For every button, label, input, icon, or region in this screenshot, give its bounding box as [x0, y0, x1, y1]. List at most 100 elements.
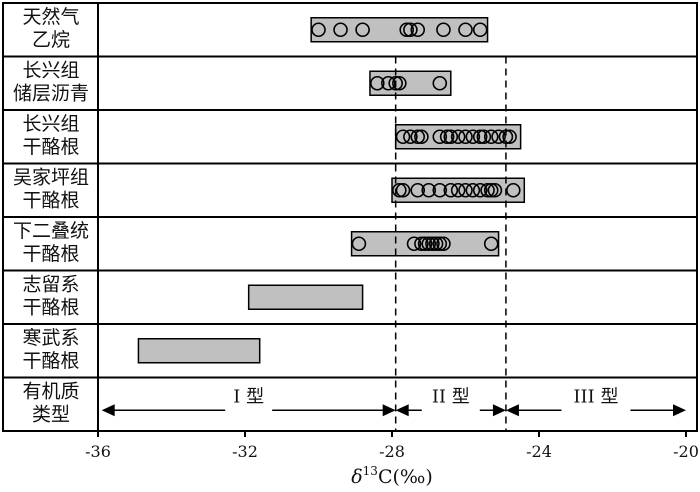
row-label-line: 干酪根 [22, 296, 79, 318]
data-point [355, 22, 370, 38]
data-point [502, 129, 517, 145]
row-label-line: 储层沥青 [13, 82, 89, 104]
data-point [436, 22, 451, 38]
data-point [487, 182, 503, 198]
data-point [414, 236, 429, 252]
data-point [395, 182, 411, 198]
data-point [483, 182, 499, 198]
data-point [410, 22, 426, 38]
range-bar [137, 338, 261, 364]
type-label-bg [225, 398, 273, 419]
x-axis-label-sup: 13 [363, 464, 378, 478]
x-axis-label-unit: C(‰) [378, 466, 433, 488]
data-point [432, 236, 448, 252]
type-row-label-line: 有机质 [22, 380, 79, 402]
row-label-line: 干酪根 [22, 189, 79, 211]
row-label-line: 志留系 [22, 273, 79, 295]
row-label-line: 干酪根 [22, 136, 79, 158]
data-point [395, 129, 411, 145]
row-label: 天然气乙烷 [22, 6, 79, 51]
data-point [472, 182, 488, 198]
data-point [491, 129, 506, 145]
type-label-bg [421, 398, 480, 419]
x-tick-label: -24 [526, 442, 552, 461]
arrowhead-right [382, 404, 396, 417]
type-label: II 型 [432, 386, 470, 407]
data-point [425, 236, 440, 252]
type-row-label: 有机质类型 [22, 380, 79, 425]
data-point [476, 129, 492, 145]
data-point [351, 236, 367, 252]
row-label-line: 乙烷 [32, 29, 70, 51]
data-point [410, 129, 426, 145]
data-point [432, 75, 448, 91]
data-point [388, 75, 403, 91]
x-axis-label: δ13C(‰) [351, 464, 433, 488]
row-label: 寒武系干酪根 [22, 327, 79, 372]
data-point [311, 22, 326, 38]
data-point [472, 22, 488, 38]
row-label: 长兴组干酪根 [22, 113, 79, 158]
type-label: III 型 [573, 386, 618, 407]
data-point [483, 236, 499, 252]
data-point [432, 182, 448, 198]
row-label-line: 长兴组 [22, 113, 79, 135]
data-point [472, 129, 488, 145]
row-label-line: 干酪根 [22, 243, 79, 265]
data-point [436, 236, 451, 252]
row-label-line: 干酪根 [22, 350, 79, 372]
data-point [414, 129, 429, 145]
data-point [369, 75, 385, 91]
x-tick-label: -32 [232, 442, 258, 461]
data-point [403, 22, 418, 38]
data-point [406, 236, 422, 252]
data-point [403, 129, 418, 145]
data-point [465, 182, 481, 198]
arrowhead-left [101, 404, 115, 417]
row-label: 吴家坪组干酪根 [13, 166, 89, 211]
data-point [505, 182, 521, 198]
data-point [458, 182, 473, 198]
x-axis-label-delta: δ [351, 466, 362, 488]
row-label-line: 天然气 [22, 6, 79, 28]
data-point [421, 236, 437, 252]
data-point [443, 129, 459, 145]
data-point [450, 129, 466, 145]
range-bar [247, 284, 364, 310]
data-point [432, 129, 448, 145]
row-label: 志留系干酪根 [22, 273, 79, 318]
type-row-label-line: 类型 [32, 403, 70, 425]
data-point [450, 182, 466, 198]
type-label-bg [561, 398, 631, 419]
row-label-line: 下二叠统 [13, 220, 89, 242]
arrowhead-left [395, 404, 409, 417]
data-point [399, 22, 415, 38]
arrowhead-left [505, 404, 519, 417]
range-bar [391, 177, 526, 203]
arrowhead-right [492, 404, 506, 417]
x-tick-label: -28 [379, 442, 405, 461]
data-point [421, 182, 437, 198]
range-bar [350, 231, 500, 257]
data-point [439, 129, 455, 145]
row-label-line: 吴家坪组 [13, 166, 89, 188]
row-label-line: 寒武系 [22, 327, 79, 349]
data-point [443, 182, 459, 198]
arrowhead-right [673, 404, 686, 417]
data-point [392, 75, 407, 91]
data-point [417, 236, 433, 252]
data-point [458, 129, 473, 145]
type-label: I 型 [233, 386, 264, 407]
data-point [428, 236, 444, 252]
range-bar [310, 17, 489, 43]
row-label: 下二叠统干酪根 [13, 220, 89, 265]
row-label: 长兴组储层沥青 [13, 59, 89, 104]
data-point [465, 129, 481, 145]
data-point [333, 22, 348, 38]
data-point [381, 75, 396, 91]
row-label-line: 长兴组 [22, 59, 79, 81]
data-point [480, 182, 495, 198]
data-point [458, 22, 473, 38]
data-point [392, 182, 407, 198]
